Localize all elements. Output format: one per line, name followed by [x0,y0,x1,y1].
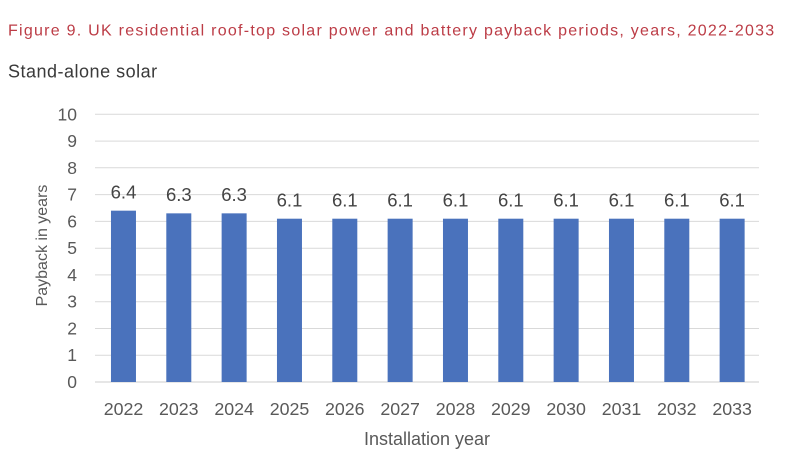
svg-text:0: 0 [67,372,77,392]
svg-text:9: 9 [67,131,77,151]
svg-text:6: 6 [67,211,77,231]
svg-text:2031: 2031 [602,399,642,419]
svg-text:6.4: 6.4 [111,182,137,203]
svg-text:6.1: 6.1 [664,190,690,211]
svg-text:2025: 2025 [270,399,310,419]
svg-text:6.1: 6.1 [609,190,635,211]
svg-text:6.1: 6.1 [719,190,745,211]
svg-text:Payback in years: Payback in years [34,185,51,307]
svg-text:7: 7 [67,185,77,205]
svg-text:6.1: 6.1 [443,190,469,211]
svg-text:6.1: 6.1 [277,190,303,211]
svg-text:2022: 2022 [104,399,144,419]
svg-text:2024: 2024 [214,399,254,419]
svg-text:2026: 2026 [325,399,365,419]
svg-text:Stand-alone solar: Stand-alone solar [8,62,158,82]
svg-text:8: 8 [67,158,77,178]
svg-text:Figure 9. UK residential roof-: Figure 9. UK residential roof-top solar … [8,23,775,40]
svg-text:Installation year: Installation year [364,429,490,449]
svg-text:1: 1 [67,345,77,365]
svg-text:2033: 2033 [712,399,752,419]
svg-text:5: 5 [67,238,77,258]
svg-text:6.3: 6.3 [221,184,247,205]
svg-text:6.3: 6.3 [166,184,192,205]
svg-text:6.1: 6.1 [332,190,358,211]
svg-text:10: 10 [58,104,78,124]
svg-text:2032: 2032 [657,399,697,419]
svg-text:2029: 2029 [491,399,531,419]
svg-text:6.1: 6.1 [498,190,524,211]
svg-text:3: 3 [67,292,77,312]
svg-text:2: 2 [67,319,77,339]
svg-text:2028: 2028 [436,399,476,419]
svg-text:6.1: 6.1 [553,190,579,211]
svg-text:2027: 2027 [380,399,420,419]
svg-text:2023: 2023 [159,399,199,419]
svg-text:4: 4 [67,265,77,285]
svg-text:6.1: 6.1 [387,190,413,211]
svg-text:2030: 2030 [546,399,586,419]
